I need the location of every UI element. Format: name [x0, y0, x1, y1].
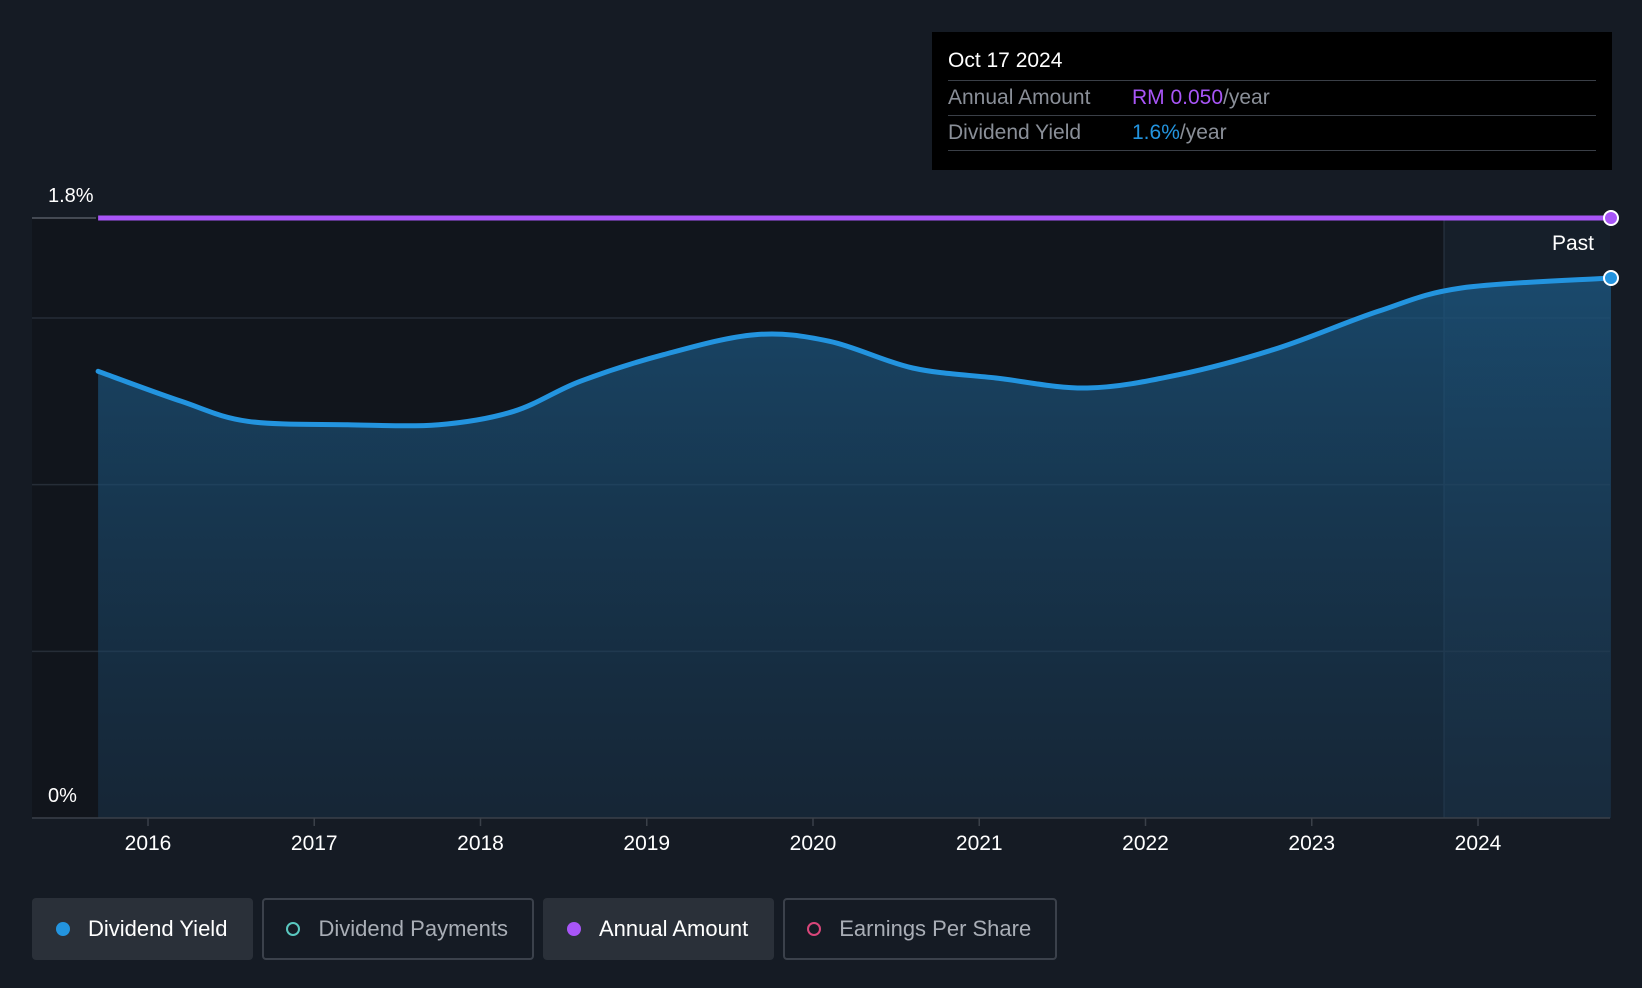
tooltip-date: Oct 17 2024 [948, 46, 1596, 81]
tooltip-suffix: /year [1223, 86, 1270, 109]
tooltip-row-annual-amount: Annual Amount RM 0.050 /year [948, 81, 1596, 116]
x-tick-label: 2017 [291, 832, 338, 855]
x-tick-label: 2019 [623, 832, 670, 855]
x-tick-label: 2024 [1455, 832, 1502, 855]
x-tick-label: 2020 [790, 832, 837, 855]
legend-label: Dividend Yield [88, 916, 228, 941]
legend-label: Earnings Per Share [839, 916, 1032, 941]
hollow-circle-icon [286, 922, 301, 936]
tooltip-value: 1.6% [1132, 121, 1180, 144]
tooltip: Oct 17 2024 Annual Amount RM 0.050 /year… [932, 32, 1612, 170]
y-label-top: 1.8% [48, 185, 94, 207]
tooltip-value: RM 0.050 [1132, 86, 1224, 109]
dividend-yield-end-marker [1603, 270, 1619, 286]
annual-amount-end-marker [1603, 210, 1619, 226]
legend-dividend-yield-button[interactable]: Dividend Yield [32, 898, 254, 960]
x-tick-label: 2016 [125, 832, 172, 855]
y-label-bottom: 0% [48, 785, 77, 807]
tooltip-label: Dividend Yield [948, 121, 1082, 144]
hollow-circle-icon [807, 922, 822, 936]
filled-circle-icon [56, 922, 70, 936]
dividend-yield-line [95, 275, 1614, 429]
filled-circle-icon [566, 922, 581, 936]
tooltip-label: Annual Amount [948, 86, 1091, 109]
legend-dividend-payments-button[interactable]: Dividend Payments [262, 898, 534, 960]
legend-annual-amount-button[interactable]: Annual Amount [542, 898, 775, 960]
x-tick-label: 2021 [956, 832, 1003, 855]
dividend-yield-area [98, 278, 1612, 818]
tooltip-suffix: /year [1179, 121, 1227, 144]
x-tick-label: 2023 [1288, 832, 1335, 855]
past-label: Past [1552, 232, 1594, 255]
x-tick-label: 2022 [1122, 832, 1169, 855]
legend-label: Dividend Payments [318, 916, 508, 941]
legend-label: Annual Amount [598, 916, 749, 941]
legend: Dividend Yield Dividend Payments Annual … [32, 898, 1058, 960]
x-tick-label: 2018 [457, 832, 504, 855]
legend-earnings-per-share-button[interactable]: Earnings Per Share [783, 898, 1058, 960]
tooltip-row-dividend-yield: Dividend Yield 1.6% /year [948, 116, 1596, 151]
